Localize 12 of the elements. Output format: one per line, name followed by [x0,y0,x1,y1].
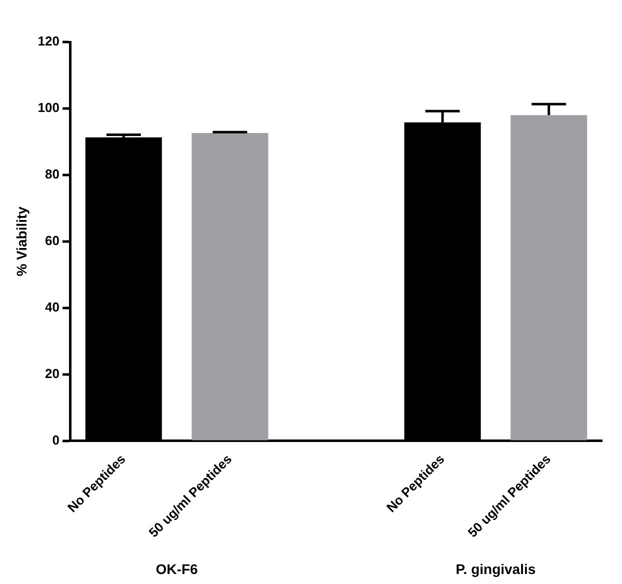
y-axis-title: % Viability [13,206,30,276]
y-tick-label: 20 [45,366,60,381]
text: OK-F6 [156,560,198,577]
y-tick-label: 120 [38,34,60,49]
y-tick-label: 60 [45,232,60,248]
y-tick-label: 0 [52,432,60,448]
y-tick-label: 100 [38,100,60,116]
text: P. gingivalis [456,560,536,577]
y-tick-label: 80 [45,166,60,182]
bar [510,115,588,440]
y-tick-label: 40 [45,299,60,314]
bar [192,133,268,440]
